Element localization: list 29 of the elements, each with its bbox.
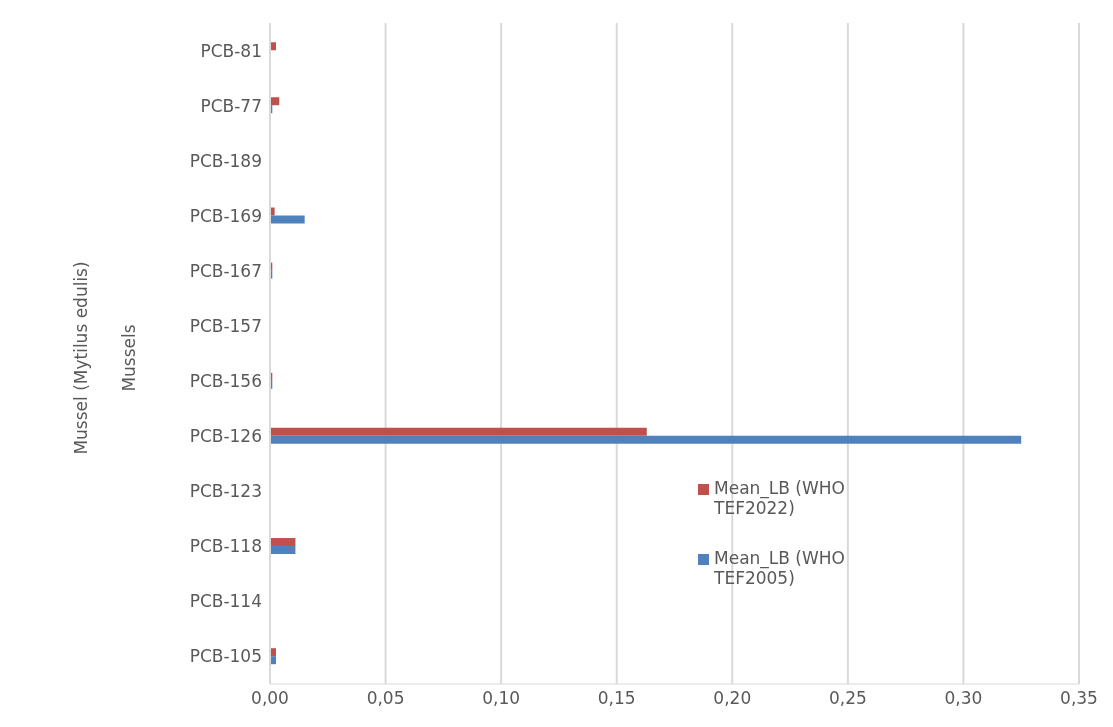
- y-tick-label: PCB-126: [189, 426, 262, 447]
- y-tick-label: PCB-189: [189, 150, 262, 171]
- x-tick-label: 0,25: [828, 688, 867, 709]
- x-tick-label: 0,20: [713, 688, 752, 709]
- text: Mussels: [119, 324, 139, 392]
- x-tick-label: 0,10: [482, 688, 521, 709]
- y-tick-label: PCB-167: [189, 260, 262, 281]
- x-tick-label: 0,00: [251, 688, 289, 709]
- bar: [270, 215, 305, 224]
- y-tick-label: PCB-157: [189, 315, 262, 336]
- y-tick-label: PCB-77: [200, 95, 262, 116]
- x-tick-label: 0,15: [597, 688, 636, 709]
- legend-label: Mean_LB (WHO TEF2022): [714, 478, 846, 518]
- y-tick-label: PCB-105: [189, 646, 262, 667]
- y-tick-label: PCB-81: [200, 40, 262, 61]
- x-tick-label: 0,35: [1060, 688, 1098, 709]
- y-tick-label: PCB-114: [189, 591, 262, 612]
- legend-label: Mean_LB (WHO TEF2005): [714, 548, 846, 588]
- y-tick-label: PCB-123: [189, 481, 262, 502]
- x-tick-label: 0,05: [366, 688, 405, 709]
- bar: [270, 435, 1022, 444]
- y-tick-label: PCB-169: [189, 205, 262, 226]
- text: Mussel (Mytilus edulis): [71, 261, 91, 455]
- bar: [270, 427, 647, 436]
- x-tick-label: 0,30: [944, 688, 983, 709]
- y-tick-label: PCB-156: [189, 371, 262, 392]
- bar: [270, 538, 296, 547]
- y-tick-label: PCB-118: [189, 536, 262, 557]
- bar: [270, 546, 296, 555]
